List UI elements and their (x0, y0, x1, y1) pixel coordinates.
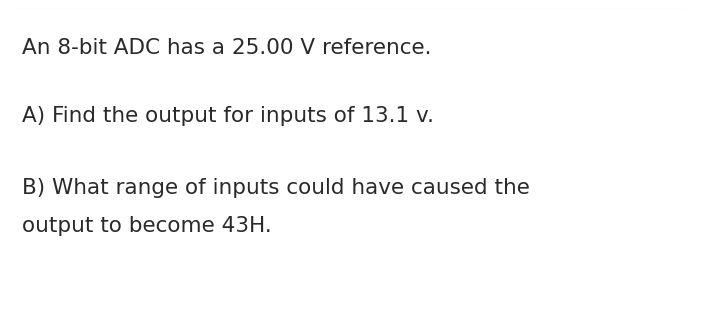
Text: An 8-bit ADC has a 25.00 V reference.: An 8-bit ADC has a 25.00 V reference. (22, 38, 431, 58)
Text: B) What range of inputs could have caused the: B) What range of inputs could have cause… (22, 178, 530, 198)
Text: A) Find the output for inputs of 13.1 v.: A) Find the output for inputs of 13.1 v. (22, 106, 434, 126)
Text: output to become 43H.: output to become 43H. (22, 216, 271, 236)
